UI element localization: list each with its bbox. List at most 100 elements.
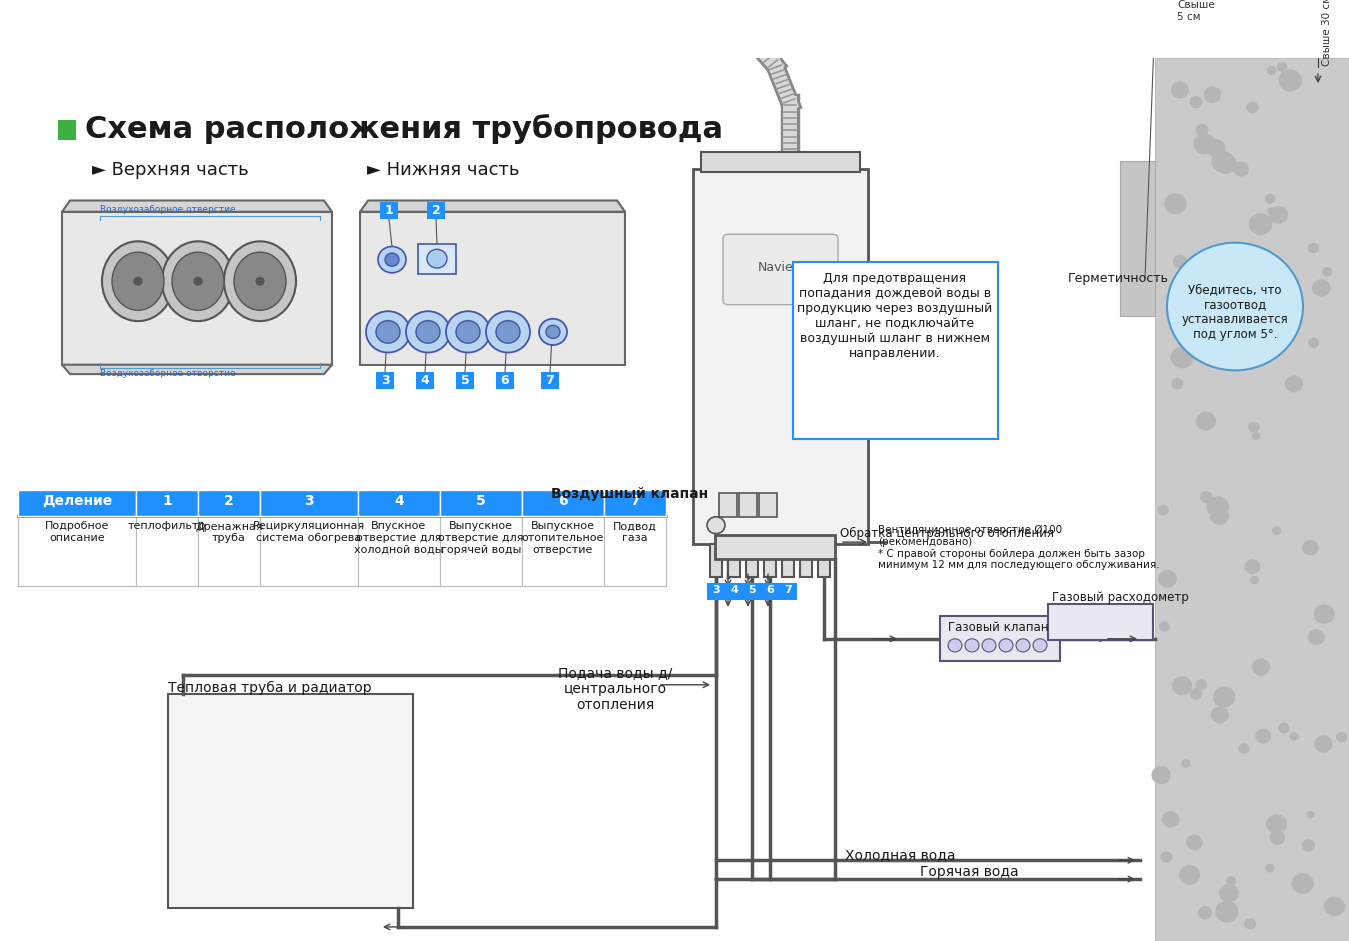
Bar <box>360 212 625 365</box>
Text: Газовый клапан: Газовый клапан <box>948 621 1048 634</box>
Circle shape <box>1302 839 1315 852</box>
Bar <box>778 583 797 600</box>
Circle shape <box>1309 338 1319 348</box>
Circle shape <box>1249 213 1272 235</box>
Bar <box>1120 161 1155 316</box>
Circle shape <box>1217 300 1234 316</box>
Bar <box>693 168 867 544</box>
Circle shape <box>1210 706 1229 724</box>
Circle shape <box>1256 728 1271 743</box>
Bar <box>440 489 522 516</box>
Circle shape <box>194 278 202 285</box>
Polygon shape <box>62 200 332 212</box>
Ellipse shape <box>233 252 286 311</box>
Circle shape <box>540 319 567 345</box>
Circle shape <box>1233 162 1249 177</box>
Bar <box>136 516 198 586</box>
Bar <box>715 534 835 559</box>
Circle shape <box>1276 62 1287 72</box>
Bar <box>604 516 666 586</box>
Text: Горячая вода: Горячая вода <box>920 865 1018 879</box>
Circle shape <box>1265 194 1275 204</box>
Text: 6: 6 <box>500 375 510 387</box>
Circle shape <box>1016 639 1031 652</box>
Bar <box>428 202 445 219</box>
Circle shape <box>1194 134 1215 154</box>
Circle shape <box>486 311 530 353</box>
Bar <box>719 493 737 517</box>
Text: Воздухозаборное отверстие: Воздухозаборное отверстие <box>100 370 236 378</box>
Text: теплофильтр: теплофильтр <box>128 521 206 532</box>
Text: 2: 2 <box>224 494 233 508</box>
Text: Деление: Деление <box>42 494 112 508</box>
Circle shape <box>965 639 979 652</box>
Text: 1: 1 <box>162 494 171 508</box>
Circle shape <box>1206 139 1225 157</box>
Circle shape <box>496 321 519 343</box>
Circle shape <box>1273 327 1290 343</box>
Text: 6: 6 <box>558 494 568 508</box>
Text: Холодная вода: Холодная вода <box>844 848 955 862</box>
Circle shape <box>1198 906 1211 919</box>
Circle shape <box>1306 811 1314 819</box>
Circle shape <box>1182 759 1191 768</box>
Circle shape <box>1215 153 1237 174</box>
Circle shape <box>1252 432 1260 440</box>
Ellipse shape <box>103 241 174 321</box>
Bar <box>604 489 666 516</box>
Circle shape <box>1172 677 1193 695</box>
Polygon shape <box>360 200 625 212</box>
Bar <box>522 489 604 516</box>
Text: 4: 4 <box>394 494 403 508</box>
Bar <box>18 516 136 586</box>
Bar <box>357 489 440 516</box>
Circle shape <box>1245 559 1260 574</box>
Text: Подача воды д/
центрального
отопления: Подача воды д/ центрального отопления <box>558 666 672 712</box>
Text: 4: 4 <box>421 375 429 387</box>
Circle shape <box>1172 255 1187 268</box>
Bar <box>793 263 998 439</box>
Circle shape <box>1171 82 1188 99</box>
Text: Подвод
газа: Подвод газа <box>612 521 657 543</box>
Ellipse shape <box>162 241 233 321</box>
Circle shape <box>1325 897 1345 917</box>
Bar <box>710 544 722 577</box>
Circle shape <box>384 253 399 266</box>
Circle shape <box>1221 290 1242 310</box>
Bar <box>357 516 440 586</box>
Circle shape <box>415 321 440 343</box>
Text: Navien: Navien <box>758 261 801 274</box>
Circle shape <box>1265 864 1275 872</box>
Circle shape <box>1199 491 1213 503</box>
Bar <box>728 544 741 577</box>
Circle shape <box>1272 526 1282 535</box>
Bar <box>418 244 456 274</box>
Text: Обратка центрального отопления: Обратка центрального отопления <box>840 527 1054 540</box>
Circle shape <box>1322 267 1333 277</box>
Text: Убедитесь, что
газоотвод
устанавливается
под углом 5°.: Убедитесь, что газоотвод устанавливается… <box>1182 283 1288 341</box>
Bar <box>761 583 778 600</box>
Circle shape <box>1251 576 1259 584</box>
Circle shape <box>256 278 264 285</box>
Circle shape <box>1271 347 1279 356</box>
Circle shape <box>1157 570 1176 588</box>
Circle shape <box>1313 279 1330 296</box>
Circle shape <box>456 321 480 343</box>
Circle shape <box>1248 422 1260 433</box>
Text: 4: 4 <box>730 585 738 596</box>
Bar <box>724 583 743 600</box>
Bar <box>198 516 260 586</box>
Text: 5: 5 <box>749 585 755 596</box>
Text: 1: 1 <box>384 204 394 217</box>
Text: 3: 3 <box>380 375 390 387</box>
Circle shape <box>1226 876 1236 885</box>
Text: ► Верхняя часть: ► Верхняя часть <box>92 161 248 179</box>
Bar <box>746 544 758 577</box>
Bar <box>541 373 558 390</box>
Bar <box>260 489 357 516</box>
Bar <box>764 544 776 577</box>
Circle shape <box>1290 732 1299 741</box>
Text: Схема расположения трубопровода: Схема расположения трубопровода <box>85 114 723 144</box>
Text: Вентиляционное отверстие Ø100
(рекомендовано)
* С правой стороны бойлера должен : Вентиляционное отверстие Ø100 (рекомендо… <box>878 525 1160 570</box>
Text: 5: 5 <box>460 375 469 387</box>
